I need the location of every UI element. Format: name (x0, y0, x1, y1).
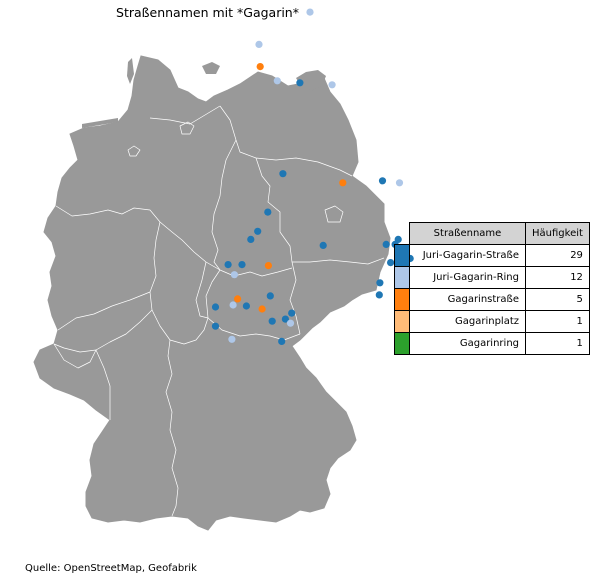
location-marker (264, 262, 272, 270)
location-marker (378, 177, 387, 185)
table-row: Gagarinplatz 1 (394, 310, 590, 333)
count-cell: 1 (525, 332, 590, 355)
fehmarn-island (202, 62, 220, 74)
location-marker (286, 319, 295, 327)
location-marker (319, 241, 327, 249)
location-marker (211, 303, 220, 311)
count-cell: 1 (525, 310, 590, 333)
location-marker (242, 302, 250, 310)
location-marker (375, 291, 383, 299)
location-marker (395, 179, 404, 187)
color-swatch (394, 332, 410, 355)
header-swatch-cell (395, 223, 410, 245)
source-credit: Quelle: OpenStreetMap, Geofabrik (25, 563, 197, 574)
state-borders (53, 105, 385, 517)
table-header-row: Straßenname Häufigkeit (395, 222, 590, 245)
location-marker (394, 235, 402, 243)
foehr-island (136, 82, 144, 90)
location-marker (238, 261, 246, 269)
location-marker (339, 179, 347, 187)
location-marker (255, 40, 263, 49)
table-row: Gagarinring 1 (394, 332, 590, 355)
header-street-name: Straßenname (409, 222, 526, 245)
color-swatch (394, 310, 410, 333)
table-row: Gagarinstraße 5 (394, 288, 590, 311)
count-cell: 12 (525, 266, 590, 289)
germany-landmass (33, 55, 391, 531)
location-marker (229, 301, 237, 309)
location-marker (279, 170, 287, 178)
location-marker (376, 279, 384, 287)
count-cell: 29 (525, 244, 590, 267)
east-frisian-islands (82, 118, 118, 128)
header-count: Häufigkeit (525, 222, 590, 245)
color-swatch (394, 288, 410, 311)
location-marker (266, 292, 274, 300)
frequency-table: Straßenname Häufigkeit Juri-Gagarin-Stra… (394, 222, 590, 355)
table-row: Juri-Gagarin-Straße 29 (394, 244, 590, 267)
location-marker (288, 309, 296, 317)
location-marker (234, 295, 242, 303)
street-name-cell: Juri-Gagarin-Straße (409, 244, 526, 267)
location-marker (254, 227, 262, 235)
street-locations (211, 8, 414, 345)
location-marker (382, 240, 390, 248)
street-name-cell: Gagarinplatz (409, 310, 526, 333)
location-marker (273, 77, 281, 85)
location-marker (228, 335, 236, 343)
street-name-cell: Gagarinring (409, 332, 526, 355)
location-marker (211, 322, 220, 330)
location-marker (247, 235, 255, 243)
location-marker (306, 8, 314, 16)
count-cell: 5 (525, 288, 590, 311)
street-name-cell: Juri-Gagarin-Ring (409, 266, 526, 289)
street-name-cell: Gagarinstraße (409, 288, 526, 311)
sylt-island (127, 58, 134, 84)
location-marker (256, 63, 264, 71)
location-marker (264, 208, 272, 216)
location-marker (296, 79, 304, 87)
location-marker (258, 305, 266, 313)
location-marker (278, 337, 286, 345)
ruegen-island (296, 70, 326, 90)
location-marker (268, 317, 276, 325)
color-swatch (394, 266, 410, 289)
location-marker (224, 261, 232, 269)
color-swatch (394, 244, 410, 267)
location-marker (328, 81, 336, 89)
location-marker (281, 315, 289, 323)
table-row: Juri-Gagarin-Ring 12 (394, 266, 590, 289)
location-marker (387, 259, 395, 267)
map-title: Straßennamen mit *Gagarin* (116, 5, 299, 20)
location-marker (230, 271, 238, 279)
mainland (33, 55, 391, 531)
